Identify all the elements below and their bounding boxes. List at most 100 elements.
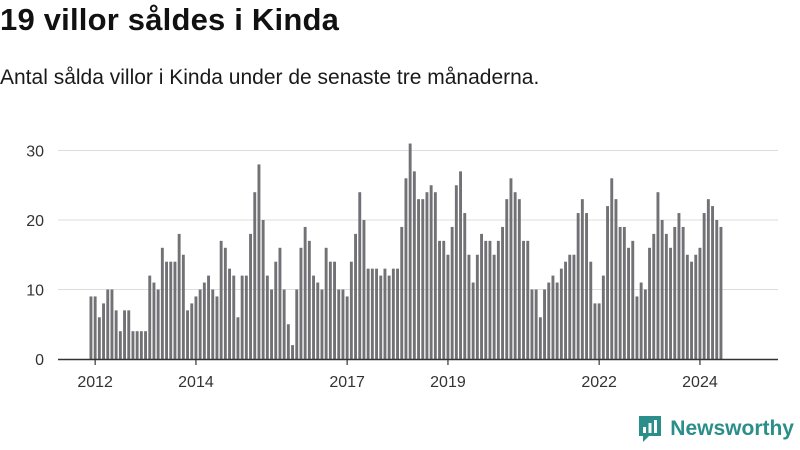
bar	[253, 192, 257, 359]
bar	[282, 289, 286, 359]
bar	[505, 199, 509, 359]
bar	[580, 199, 584, 359]
bar	[547, 282, 551, 359]
bar	[618, 226, 622, 359]
bar	[681, 226, 685, 359]
bar	[156, 289, 160, 359]
bar	[509, 178, 513, 359]
bar	[173, 261, 177, 359]
bar	[417, 199, 420, 359]
bar	[513, 192, 517, 359]
bar	[97, 317, 101, 359]
bar	[492, 254, 496, 359]
bar	[228, 268, 231, 359]
bar	[177, 233, 181, 359]
x-tick-label: 2024	[682, 374, 718, 391]
page-subtitle: Antal sålda villor i Kinda under de sena…	[0, 66, 540, 89]
data-label-latest: 19	[722, 0, 740, 4]
bar	[328, 261, 332, 359]
bar	[589, 261, 593, 359]
bars	[89, 143, 723, 359]
x-tick-label: 2017	[329, 374, 365, 391]
bar	[450, 226, 454, 359]
bar	[123, 310, 126, 359]
bar	[660, 220, 664, 359]
bar	[534, 289, 538, 359]
bar	[274, 261, 278, 359]
bar	[236, 317, 240, 359]
bar	[207, 275, 210, 359]
bar	[706, 199, 710, 359]
bar	[345, 296, 349, 359]
bar	[488, 240, 492, 359]
bar	[606, 206, 609, 359]
bar	[517, 199, 521, 359]
bar	[379, 275, 383, 359]
bar	[677, 213, 681, 359]
bar	[299, 247, 303, 359]
bar	[186, 310, 189, 359]
bar	[627, 247, 630, 359]
bar	[501, 226, 504, 359]
bar	[270, 289, 273, 359]
bar	[530, 289, 534, 359]
bar	[538, 317, 542, 359]
bar	[391, 268, 395, 359]
bar	[551, 275, 555, 359]
bar-chart-speech-bubble-icon	[639, 416, 662, 442]
brand-name: Newsworthy	[670, 417, 794, 440]
bar	[362, 220, 366, 359]
bar	[106, 289, 110, 359]
bar	[375, 268, 378, 359]
bar	[341, 289, 345, 359]
bar	[118, 331, 122, 359]
bar	[316, 282, 320, 359]
bar	[223, 247, 227, 359]
bar	[664, 233, 668, 359]
labels: 0 10 20 30 2012 2014 2017 2019 2022 2024 19	[26, 0, 740, 391]
bar	[312, 275, 315, 359]
bar	[190, 303, 194, 359]
x-tick-label: 2022	[581, 374, 617, 391]
bar	[652, 233, 656, 359]
bar	[438, 240, 441, 359]
bar	[354, 233, 357, 359]
bar	[480, 233, 483, 359]
x-tick-label: 2019	[430, 374, 466, 391]
bar	[110, 289, 114, 359]
bar	[610, 178, 614, 359]
y-tick-label: 20	[26, 213, 44, 230]
bar	[240, 275, 244, 359]
bar	[446, 254, 450, 359]
bar	[585, 213, 588, 359]
y-tick-label: 30	[26, 144, 44, 161]
x-tick-label: 2014	[178, 374, 214, 391]
bar	[202, 282, 206, 359]
bar	[425, 192, 429, 359]
bar	[484, 240, 488, 359]
bar	[421, 199, 425, 359]
bar	[198, 289, 202, 359]
bar	[475, 254, 479, 359]
bar	[114, 310, 118, 359]
bar	[522, 240, 525, 359]
bar	[93, 296, 97, 359]
bar	[291, 345, 294, 359]
bar	[572, 254, 576, 359]
bar	[324, 247, 328, 359]
bar	[307, 240, 311, 359]
bar	[559, 268, 563, 359]
bar	[278, 247, 282, 359]
bar	[433, 192, 437, 359]
bar	[366, 268, 370, 359]
bar	[690, 261, 693, 359]
bar	[597, 303, 601, 359]
bar	[467, 254, 471, 359]
bar	[715, 220, 719, 359]
bar	[383, 268, 387, 359]
bar	[463, 213, 467, 359]
bar	[257, 164, 261, 359]
bar	[131, 331, 135, 359]
bar	[442, 240, 446, 359]
